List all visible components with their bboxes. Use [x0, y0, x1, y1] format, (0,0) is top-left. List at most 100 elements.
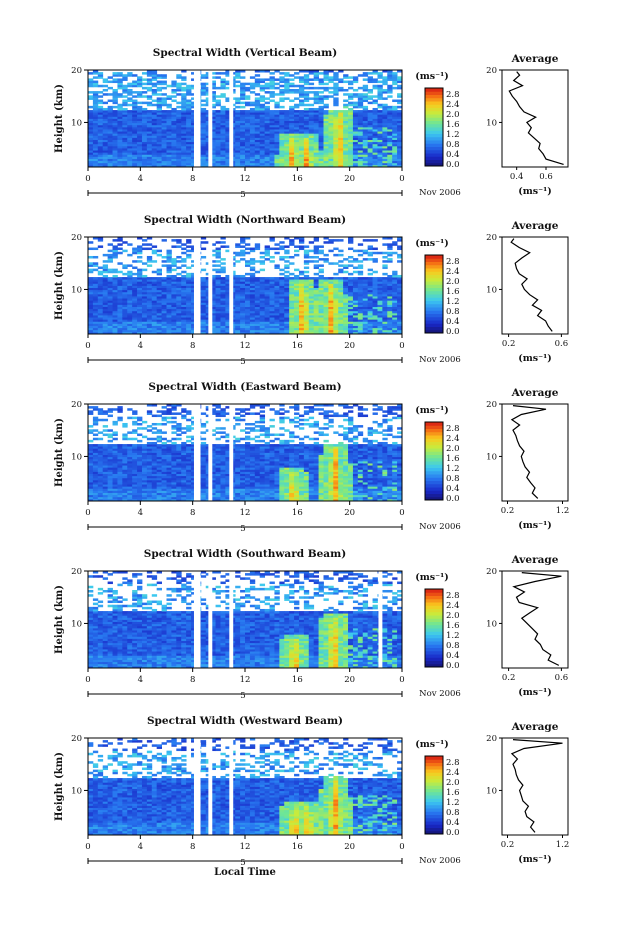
heatmap-cell — [141, 285, 148, 289]
heatmap-cell — [156, 118, 162, 122]
heatmap-cell — [191, 139, 197, 143]
heatmap-cell — [333, 285, 339, 289]
heatmap-cell — [235, 156, 241, 159]
heatmap-cell — [367, 118, 373, 122]
heatmap-cell — [323, 135, 329, 138]
heatmap-cell — [313, 291, 319, 295]
heatmap-cell — [137, 329, 143, 333]
heatmap-cell — [367, 120, 373, 124]
heatmap-cell — [274, 150, 280, 153]
heatmap-cell — [200, 327, 207, 331]
heatmap-cell — [343, 150, 349, 153]
heatmap-cell — [88, 287, 94, 291]
heatmap-cell — [392, 126, 398, 130]
heatmap-cell — [298, 95, 305, 98]
heatmap-cell — [357, 260, 364, 263]
heatmap-cell — [141, 116, 148, 119]
heatmap-cell — [166, 279, 172, 282]
heatmap-cell — [387, 304, 393, 307]
heatmap-cell — [225, 99, 231, 103]
heatmap-cell — [181, 285, 187, 289]
heatmap-cell — [92, 321, 99, 324]
heatmap-cell — [259, 158, 266, 162]
heatmap-cell — [112, 245, 118, 248]
heatmap-cell — [117, 139, 123, 143]
heatmap-cell — [215, 310, 221, 314]
heatmap-cell — [269, 160, 275, 164]
heatmap-cell — [318, 287, 324, 291]
heatmap-cell — [171, 143, 177, 147]
heatmap-cell — [362, 148, 369, 151]
heatmap-cell — [107, 86, 113, 90]
heatmap-cell — [397, 302, 403, 305]
heatmap-cell — [240, 148, 246, 151]
heatmap-cell — [328, 112, 334, 115]
heatmap-cell — [117, 291, 123, 295]
heatmap-cell — [102, 293, 109, 297]
heatmap-cell — [303, 262, 310, 265]
heatmap-cell — [249, 317, 256, 320]
heatmap-cell — [343, 88, 349, 92]
heatmap-cell — [372, 150, 378, 153]
heatmap-cell — [284, 82, 290, 86]
heatmap-cell — [88, 114, 94, 117]
heatmap-cell — [259, 317, 266, 320]
heatmap-cell — [269, 84, 275, 88]
heatmap-cell — [284, 80, 290, 84]
heatmap-cell — [254, 99, 261, 103]
heatmap-cell — [161, 329, 167, 333]
heatmap-cell — [254, 164, 261, 168]
heatmap-cell — [88, 118, 94, 122]
heatmap-cell — [348, 331, 354, 335]
heatmap-cell — [382, 150, 388, 153]
heatmap-cell — [377, 308, 383, 312]
heatmap-cell — [313, 164, 319, 168]
heatmap-cell — [289, 91, 295, 94]
heatmap-cell — [377, 114, 383, 117]
heatmap-cell — [269, 137, 275, 140]
heatmap-cell — [303, 317, 310, 320]
heatmap-cell — [141, 325, 148, 329]
heatmap-cell — [156, 272, 162, 276]
heatmap-cell — [200, 164, 207, 168]
heatmap-cell — [382, 158, 388, 162]
heatmap-cell — [254, 124, 261, 128]
heatmap-cell — [264, 158, 270, 162]
heatmap-cell — [338, 253, 344, 257]
heatmap-cell — [269, 319, 275, 322]
colorbar-segment — [425, 277, 443, 282]
heatmap-cell — [117, 105, 123, 109]
heatmap-cell — [235, 274, 241, 278]
heatmap-cell — [338, 110, 344, 113]
heatmap-cell — [387, 317, 393, 320]
heatmap-cell — [279, 78, 285, 81]
heatmap-cell — [303, 251, 310, 255]
heatmap-cell — [92, 105, 99, 109]
heatmap-cell — [200, 285, 207, 289]
heatmap-cell — [313, 107, 319, 111]
heatmap-cell — [200, 289, 207, 293]
heatmap-cell — [279, 255, 285, 259]
heatmap-cell — [392, 315, 398, 318]
heatmap-cell — [333, 88, 339, 92]
heatmap-cell — [274, 321, 280, 324]
heatmap-cell — [141, 143, 148, 147]
heatmap-cell — [156, 302, 162, 305]
heatmap-cell — [141, 86, 148, 90]
heatmap-cell — [372, 86, 378, 90]
heatmap-cell — [338, 319, 344, 322]
heatmap-cell — [343, 126, 349, 130]
heatmap-cell — [269, 148, 275, 151]
heatmap-cell — [362, 310, 369, 314]
heatmap-cell — [181, 160, 187, 164]
heatmap-cell — [294, 143, 300, 147]
heatmap-cell — [215, 76, 221, 79]
heatmap-cell — [308, 156, 315, 159]
heatmap-cell — [264, 291, 270, 295]
heatmap-cell — [146, 110, 153, 113]
heatmap-cell — [348, 139, 354, 143]
heatmap-cell — [220, 300, 226, 303]
heatmap-cell — [220, 80, 226, 84]
heatmap-cell — [240, 325, 246, 329]
heatmap-cell — [338, 78, 344, 81]
